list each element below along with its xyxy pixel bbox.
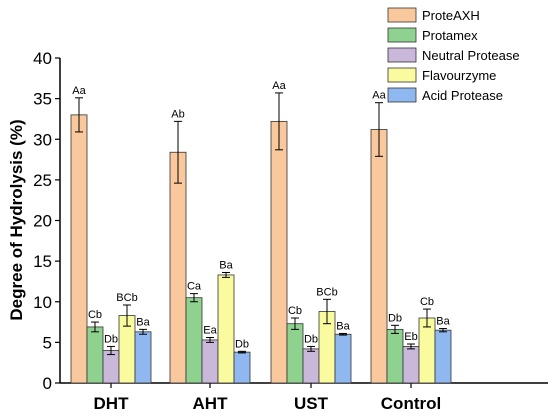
data-label-ust-neutral-protease: Db (304, 333, 318, 345)
data-label-control-neutral-protease: Eb (404, 331, 417, 343)
data-labels: AaCbDbBCbBaAbCaEaBaDbAaCbDbBCbBaAaDbEbCb… (72, 80, 450, 350)
bar-aht-acid-protease (233, 351, 251, 384)
legend-label-proteaxh: ProteAXH (422, 8, 480, 23)
legend-swatch-neutral-protease (387, 47, 417, 63)
y-tick-label: 35 (33, 90, 52, 109)
bar-dht-acid-protease (134, 331, 152, 384)
y-tick-label: 20 (33, 212, 52, 231)
data-label-dht-neutral-protease: Db (104, 333, 118, 345)
data-label-ust-flavourzyme: BCb (316, 286, 337, 298)
bar-control-proteaxh (370, 129, 388, 384)
y-tick-label: 15 (33, 252, 52, 271)
bar-ust-acid-protease (334, 333, 352, 384)
bar-control-protamex (386, 328, 404, 384)
legend-swatch-protamex (387, 27, 417, 43)
legend-label-flavourzyme: Flavourzyme (422, 68, 496, 83)
data-label-aht-protamex: Ca (187, 281, 202, 293)
legend: ProteAXH Protamex Neutral Protease Flavourz… (387, 7, 520, 103)
y-axis-label: Degree of Hydrolysis (%) (7, 119, 26, 320)
legend-swatch-proteaxh (387, 7, 417, 23)
bar-control-acid-protease (434, 329, 452, 384)
legend-label-neutral-protease: Neutral Protease (422, 48, 520, 63)
data-label-aht-neutral-protease: Ea (203, 325, 217, 337)
y-tick-label: 5 (43, 333, 52, 352)
bar-aht-neutral-protease (201, 339, 219, 384)
data-label-control-acid-protease: Ba (436, 316, 450, 328)
bars (70, 92, 452, 384)
y-tick-label: 40 (33, 49, 52, 68)
axes: 0 5 10 15 20 25 30 35 40 DHT AHT UST Control (33, 49, 548, 413)
data-label-aht-acid-protease: Db (235, 338, 249, 350)
data-label-dht-proteaxh: Aa (72, 85, 86, 97)
data-label-dht-acid-protease: Ba (136, 316, 150, 328)
data-label-control-flavourzyme: Cb (420, 296, 434, 308)
data-label-ust-proteaxh: Aa (272, 80, 286, 92)
bar-ust-protamex (286, 323, 304, 384)
bar-aht-proteaxh (169, 151, 187, 384)
data-label-control-proteaxh: Aa (372, 90, 386, 102)
data-label-ust-acid-protease: Ba (336, 320, 350, 332)
y-tick-label: 25 (33, 171, 52, 190)
bar-ust-neutral-protease (302, 348, 320, 384)
bar-dht-proteaxh (70, 114, 88, 384)
data-label-dht-protamex: Cb (88, 309, 102, 321)
x-category-label-ust: UST (294, 394, 329, 413)
y-tick-label: 10 (33, 293, 52, 312)
data-label-ust-protamex: Cb (288, 305, 302, 317)
x-category-label-aht: AHT (193, 394, 229, 413)
data-label-aht-proteaxh: Ab (171, 108, 184, 120)
y-tick-label: 0 (43, 374, 52, 393)
bar-dht-protamex (86, 326, 104, 384)
bar-dht-neutral-protease (102, 350, 120, 384)
legend-label-protamex: Protamex (422, 28, 478, 43)
bar-control-neutral-protease (402, 346, 420, 384)
y-tick-label: 30 (33, 130, 52, 149)
x-category-label-control: Control (381, 394, 441, 413)
legend-swatch-acid-protease (387, 87, 417, 103)
bar-ust-proteaxh (270, 120, 288, 384)
legend-label-acid-protease: Acid Protease (422, 88, 503, 103)
bar-aht-protamex (185, 297, 203, 384)
bar-aht-flavourzyme (217, 274, 235, 384)
data-label-control-protamex: Db (388, 312, 402, 324)
x-category-label-dht: DHT (94, 394, 130, 413)
bar-control-flavourzyme (418, 317, 436, 384)
legend-swatch-flavourzyme (387, 67, 417, 83)
data-label-aht-flavourzyme: Ba (219, 260, 233, 272)
data-label-dht-flavourzyme: BCb (116, 292, 137, 304)
